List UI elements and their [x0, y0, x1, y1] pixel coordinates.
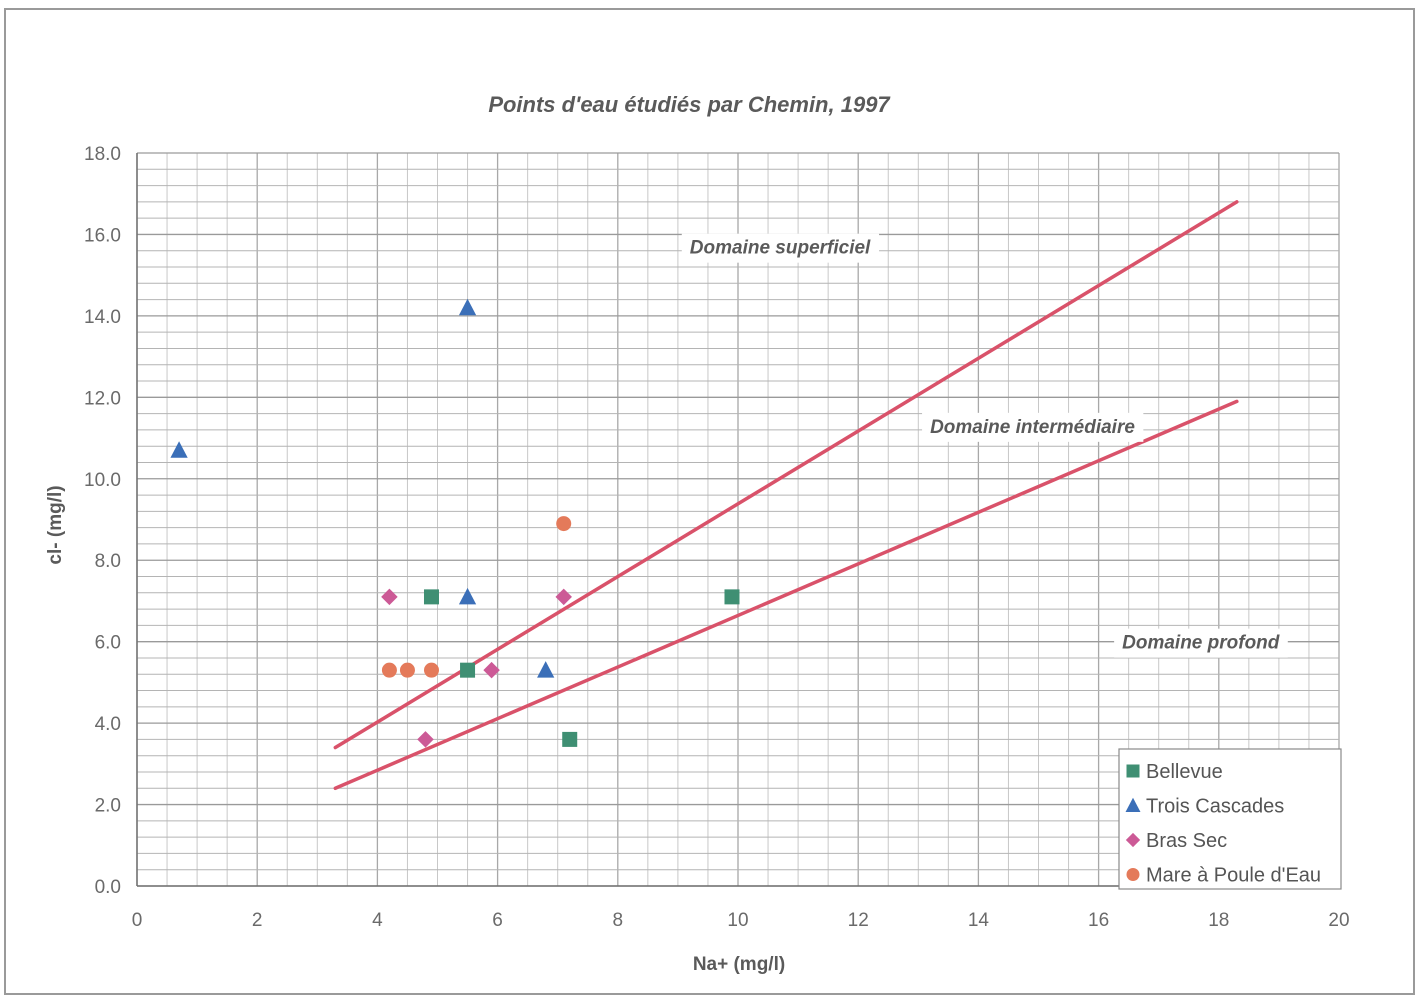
y-tick-label: 10.0 [84, 470, 121, 491]
domain-annotation-label: Domaine intermédiaire [930, 417, 1135, 438]
y-tick-label: 14.0 [84, 307, 121, 328]
data-point-trois-cascades [458, 587, 477, 605]
data-point-bellevue [423, 589, 439, 605]
y-tick-label: 6.0 [95, 633, 121, 654]
y-axis-label: cl- (mg/l) [45, 485, 66, 564]
domain-annotation-background [922, 412, 1144, 442]
data-point-mare-poule-d-eau [556, 516, 572, 532]
y-tick-label: 8.0 [95, 551, 121, 572]
legend-entry: Bellevue [1146, 761, 1223, 783]
x-axis-label: Na+ (mg/l) [693, 954, 785, 975]
legend-marker [1125, 797, 1141, 812]
domain-annotation: Domaine intermédiaire [922, 412, 1144, 442]
x-tick-label: 14 [968, 910, 990, 931]
tick-labels: 0 2 4 6 8 10 12 14 16 18 20 0.0 2.0 4.0 6.0 8.0 10.0 12.0… [84, 144, 1350, 931]
data-point-bellevue [724, 589, 740, 605]
x-tick-label: 4 [372, 910, 383, 931]
x-tick-label: 8 [613, 910, 624, 931]
x-tick-label: 0 [132, 910, 143, 931]
domain-annotations: Domaine superficiel Domaine intermédiaire… [681, 233, 1288, 658]
legend-marker [1126, 764, 1140, 778]
legend-entry: Mare à Poule d'Eau [1146, 865, 1321, 887]
data-point-trois-cascades [537, 661, 555, 678]
domain-boundary-line [333, 399, 1239, 791]
domain-boundary-line [333, 200, 1239, 750]
y-tick-label: 12.0 [84, 388, 121, 409]
data-point-bras-sec [417, 731, 434, 748]
legend-marker [1125, 832, 1141, 848]
chart-title: Points d'eau étudiés par Chemin, 1997 [488, 92, 891, 117]
data-point-bras-sec [483, 661, 500, 679]
y-tick-label: 4.0 [95, 714, 121, 735]
domain-annotation-label: Domaine superficiel [690, 238, 871, 259]
x-tick-label: 6 [492, 910, 503, 931]
legend: Bellevue Trois Cascades Bras Sec Mare à Pou… [1118, 748, 1342, 890]
data-point-mare-poule-d-eau [423, 662, 439, 678]
scatter-chart: Points d'eau étudiés par Chemin, 1997 0 2… [45, 92, 1350, 975]
chart-frame: Points d'eau étudiés par Chemin, 1997 0 2… [4, 8, 1415, 995]
y-tick-label: 18.0 [84, 144, 121, 165]
domain-boundary-lines [333, 200, 1239, 791]
legend-box [1118, 748, 1342, 890]
data-point-bras-sec [381, 588, 398, 606]
legend-entry: Bras Sec [1146, 830, 1227, 852]
legend-marker [1126, 868, 1140, 881]
y-tick-label: 16.0 [84, 225, 121, 246]
domain-annotation: Domaine superficiel [681, 233, 880, 263]
y-tick-label: 2.0 [95, 796, 121, 817]
data-point-mare-poule-d-eau [399, 662, 415, 678]
x-tick-label: 18 [1208, 910, 1229, 931]
data-point-bellevue [562, 731, 578, 747]
domain-annotation: Domaine profond [1114, 628, 1288, 658]
domain-annotation-background [681, 233, 880, 263]
x-tick-label: 10 [727, 910, 748, 931]
domain-annotation-background [1114, 628, 1288, 658]
data-point-trois-cascades [458, 298, 477, 316]
legend-entry: Trois Cascades [1146, 796, 1284, 818]
data-points [170, 298, 740, 748]
y-tick-label: 0.0 [95, 877, 121, 898]
data-point-mare-poule-d-eau [381, 662, 397, 678]
domain-annotation-label: Domaine profond [1122, 633, 1280, 654]
data-point-trois-cascades [170, 441, 188, 458]
data-point-bellevue [460, 662, 476, 678]
x-tick-label: 16 [1088, 910, 1109, 931]
data-point-bras-sec [555, 588, 572, 606]
x-tick-label: 12 [848, 910, 869, 931]
x-tick-label: 20 [1328, 910, 1349, 931]
x-tick-label: 2 [252, 910, 263, 931]
